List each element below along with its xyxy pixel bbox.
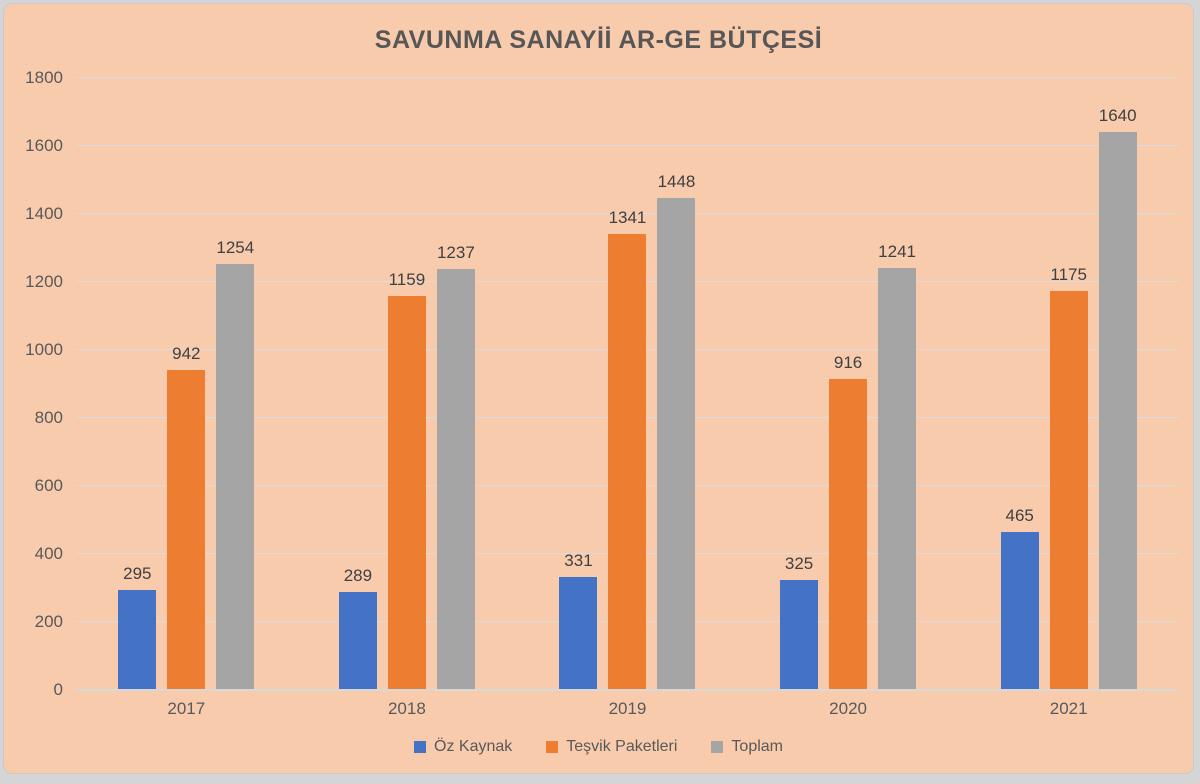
bar-cell: 1448 (657, 78, 696, 690)
legend-swatch-icon (546, 741, 559, 753)
bar-cell: 289 (338, 78, 377, 690)
bar-value-label: 1241 (878, 242, 916, 262)
bar-Öz Kaynak (338, 591, 377, 690)
bar-value-label: 465 (1005, 505, 1034, 525)
bar-cell: 942 (167, 78, 206, 690)
y-axis-tick-label: 800 (34, 408, 63, 427)
bar-group-2021: 465 1175 1640 (958, 78, 1179, 690)
bar-cell: 1159 (387, 78, 426, 690)
gridline (76, 77, 1179, 78)
bar-Öz Kaynak (780, 579, 819, 690)
x-axis-line (76, 689, 1179, 691)
bar-value-label: 325 (784, 553, 814, 573)
legend-item: Öz Kaynak (414, 738, 512, 756)
bar-Toplam (657, 197, 696, 690)
bar-cell: 295 (118, 78, 157, 690)
bar-group-2019: 331 1341 1448 (517, 78, 738, 690)
bar-Teşvik Paketleri (387, 295, 426, 690)
x-axis-label: 2017 (167, 699, 206, 718)
chart-frame: SAVUNMA SANAYİİ AR-GE BÜTÇESİ 0 200 400 600… (3, 3, 1194, 774)
bar-value-label: 916 (833, 352, 863, 372)
bar-value-label: 1175 (1050, 264, 1087, 284)
bar-group-2020: 325 916 1241 (738, 78, 959, 690)
bars-layer: 295 942 1254 289 1159 1237 331 1341 1448 325 916 12… (76, 78, 1179, 690)
y-axis-tick-label: 200 (34, 611, 63, 631)
y-axis-tick-label: 400 (34, 544, 63, 563)
legend-label: Toplam (731, 738, 783, 755)
y-axis-tick-label: 0 (53, 680, 63, 699)
bar-value-label: 1159 (388, 269, 426, 289)
bar-cell: 1241 (878, 78, 917, 690)
bar-group-2018: 289 1159 1237 (297, 78, 518, 690)
bar-cell: 465 (1000, 78, 1039, 690)
legend-label: Öz Kaynak (434, 738, 513, 755)
y-axis-tick-label: 1000 (25, 339, 63, 359)
bar-value-label: 1640 (1098, 106, 1137, 126)
bar-value-label: 295 (123, 563, 152, 583)
x-axis-label: 2018 (387, 699, 426, 718)
bar-Teşvik Paketleri (829, 378, 868, 690)
bar-cell: 916 (829, 78, 868, 690)
x-axis-label: 2019 (608, 699, 647, 718)
legend-swatch-icon (711, 741, 724, 753)
bar-Toplam (1098, 132, 1137, 690)
x-axis-label: 2021 (1049, 699, 1088, 718)
x-axis-labels: 2017 2018 2019 2020 2021 (76, 699, 1179, 719)
bar-value-label: 1237 (436, 243, 475, 263)
bar-Toplam (216, 263, 255, 690)
chart-title: SAVUNMA SANAYİİ AR-GE BÜTÇESİ (374, 26, 823, 54)
bar-cell: 331 (559, 78, 598, 690)
bar-value-label: 289 (343, 565, 373, 585)
bar-cell: 1640 (1098, 78, 1137, 690)
bar-value-label: 1254 (216, 237, 255, 257)
bar-cell: 1237 (436, 78, 475, 690)
bar-group-2017: 295 942 1254 (76, 78, 297, 690)
bar-value-label: 1448 (657, 171, 696, 191)
bar-Öz Kaynak (1000, 531, 1039, 690)
bar-cell: 325 (780, 78, 819, 690)
gridline (76, 145, 1179, 147)
bar-Toplam (436, 269, 475, 690)
y-axis-tick-label: 1800 (25, 68, 63, 87)
legend-item: Teşvik Paketleri (546, 738, 677, 756)
bar-Öz Kaynak (559, 577, 598, 690)
legend: Öz Kaynak Teşvik Paketleri Toplam (4, 738, 1193, 756)
bar-cell: 1175 (1049, 78, 1088, 690)
plot-area: 0 200 400 600 800 1000 1200 1400 1600 1800 295 942… (25, 68, 1179, 699)
bar-Teşvik Paketleri (608, 234, 647, 690)
bar-value-label: 942 (172, 343, 201, 363)
legend-item: Toplam (711, 738, 783, 756)
bar-value-label: 331 (564, 551, 593, 571)
bar-Teşvik Paketleri (167, 369, 206, 690)
y-axis-tick-label: 1200 (25, 272, 63, 291)
legend-swatch-icon (414, 741, 426, 753)
bar-cell: 1254 (216, 78, 255, 690)
bar-cell: 1341 (608, 78, 647, 690)
y-axis-tick-label: 1400 (25, 203, 63, 223)
bar-value-label: 1341 (608, 208, 647, 228)
y-axis-tick-label: 600 (34, 476, 63, 495)
bar-Öz Kaynak (118, 589, 157, 690)
gridline (76, 213, 1179, 214)
x-axis-label: 2020 (829, 699, 867, 718)
bar-Toplam (878, 268, 917, 690)
bar-Teşvik Paketleri (1049, 290, 1088, 690)
legend-label: Teşvik Paketleri (566, 738, 678, 755)
y-axis-tick-label: 1600 (25, 135, 63, 155)
